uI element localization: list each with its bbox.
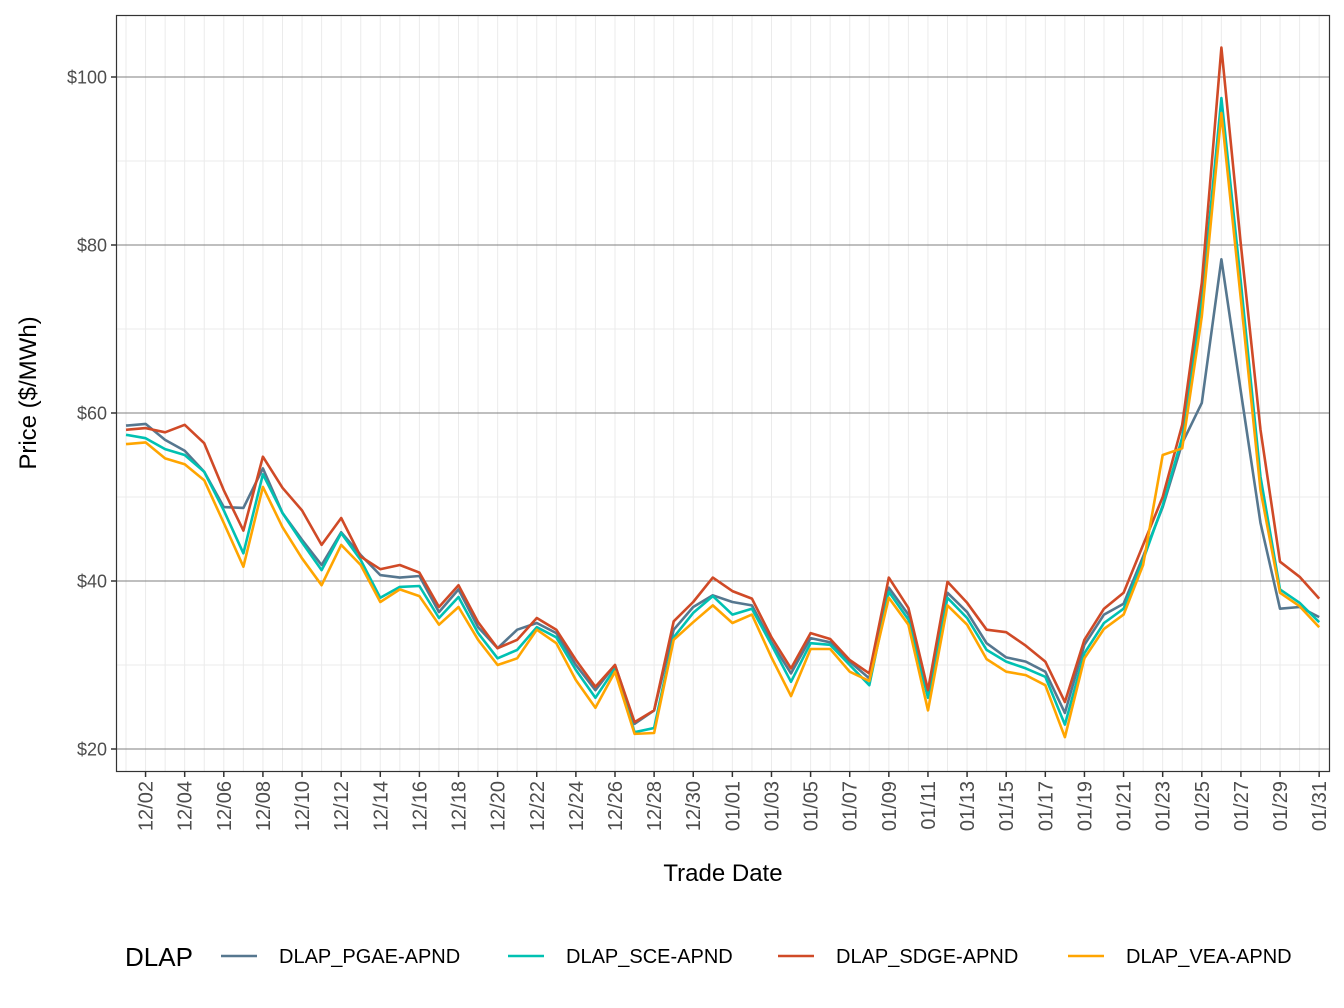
legend-label: DLAP_SCE-APND (566, 946, 733, 968)
y-tick-label: $40 (77, 572, 107, 592)
series-line-dlap-vea-apnd (125, 111, 1321, 739)
x-tick-label: 01/19 (1074, 781, 1096, 831)
y-tick-label: $80 (77, 236, 107, 256)
series-line-dlap-sce-apnd (125, 96, 1321, 734)
x-tick-label: 01/03 (761, 781, 783, 831)
minor-gridlines (116, 15, 1329, 771)
x-tick-label: 01/05 (801, 781, 823, 831)
x-tick-label: 01/07 (840, 781, 862, 831)
x-tick-label: 12/22 (527, 781, 549, 831)
x-tick-label: 01/17 (1035, 781, 1057, 831)
x-tick-label: 12/14 (370, 781, 392, 831)
x-tick-label: 12/08 (253, 781, 275, 831)
legend-item: DLAP_VEA-APND (1068, 946, 1292, 968)
legend-title: DLAP (125, 942, 193, 972)
y-axis: $20 $40 $60 $80 $100 (67, 68, 116, 760)
series-lines (125, 46, 1321, 739)
major-gridlines (116, 76, 1329, 750)
plot-panel-border (115, 14, 1331, 773)
x-tick-label: 01/11 (918, 781, 940, 830)
series-line-dlap-pgae-apnd (125, 257, 1320, 726)
x-tick-label: 12/06 (214, 781, 236, 831)
legend-item: DLAP_PGAE-APND (221, 946, 460, 968)
x-tick-label: 12/02 (136, 781, 158, 831)
x-tick-label: 01/23 (1153, 781, 1175, 831)
x-tick-label: 01/15 (996, 781, 1018, 831)
legend-item: DLAP_SCE-APND (508, 946, 733, 968)
x-tick-label: 12/28 (644, 781, 666, 831)
x-tick-label: 12/20 (488, 781, 510, 831)
y-axis-title: Price ($/MWh) (15, 316, 42, 469)
x-tick-label: 12/18 (449, 781, 471, 831)
x-tick-label: 01/25 (1192, 781, 1214, 831)
x-tick-label: 01/27 (1231, 781, 1253, 831)
x-axis: 12/02 12/04 12/06 12/08 12/10 12/12 12/14 12/16… (136, 771, 1331, 831)
x-tick-label: 12/04 (175, 781, 197, 831)
y-tick-label: $100 (67, 68, 107, 88)
x-tick-label: 12/12 (331, 781, 353, 831)
x-tick-label: 12/10 (292, 781, 314, 831)
x-tick-label: 01/31 (1309, 781, 1331, 831)
x-axis-title: Trade Date (663, 860, 782, 887)
legend-label: DLAP_SDGE-APND (836, 946, 1018, 968)
y-tick-label: $20 (77, 740, 107, 760)
x-tick-label: 01/21 (1114, 781, 1136, 831)
x-tick-label: 12/26 (605, 781, 627, 831)
y-tick-label: $60 (77, 404, 107, 424)
x-tick-label: 12/24 (566, 781, 588, 831)
legend-item: DLAP_SDGE-APND (778, 946, 1018, 968)
x-tick-label: 12/30 (683, 781, 705, 831)
legend-label: DLAP_PGAE-APND (279, 946, 460, 968)
x-tick-label: 01/01 (722, 781, 744, 831)
x-tick-label: 12/16 (409, 781, 431, 831)
x-tick-label: 01/29 (1270, 781, 1292, 831)
x-tick-label: 01/09 (879, 781, 901, 831)
legend: DLAP DLAP_PGAE-APND DLAP_SCE-APND DLAP_SDG… (125, 942, 1292, 972)
series-line-dlap-sdge-apnd (125, 46, 1321, 724)
legend-label: DLAP_VEA-APND (1126, 946, 1292, 968)
x-tick-label: 01/13 (957, 781, 979, 831)
